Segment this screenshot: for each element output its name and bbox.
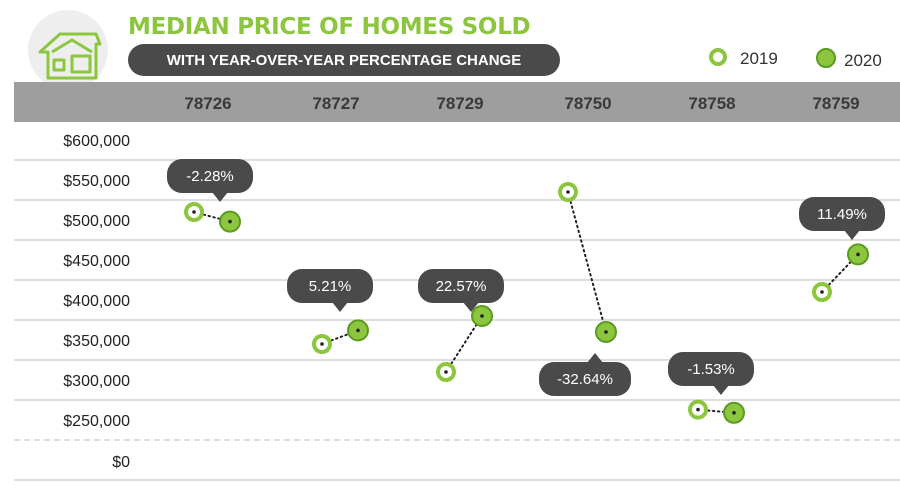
house-icon bbox=[28, 10, 108, 90]
y-axis-ticks: $0 $250,000 $300,000 $350,000 $400,000 $450,0… bbox=[63, 133, 130, 471]
point-2020-dot bbox=[356, 328, 360, 333]
point-2020-dot bbox=[856, 252, 860, 257]
point-2020-dot bbox=[228, 219, 232, 224]
pct-change-label: 11.49% bbox=[817, 206, 867, 223]
chart-subtitle: WITH YEAR-OVER-YEAR PERCENTAGE CHANGE bbox=[167, 52, 521, 69]
pct-callout-pointer bbox=[332, 302, 348, 312]
pct-callout-pointer bbox=[587, 353, 603, 363]
pct-callout-bubble bbox=[539, 362, 631, 396]
legend: 2019 2020 bbox=[709, 48, 882, 70]
legend-label-2020: 2020 bbox=[844, 51, 882, 70]
pct-callout-bubble bbox=[799, 197, 885, 231]
change-connector bbox=[821, 253, 859, 293]
point-2019-dot bbox=[192, 210, 196, 214]
y-tick-label: $600,000 bbox=[63, 133, 130, 150]
zip-label: 78727 bbox=[312, 94, 359, 113]
zip-label: 78759 bbox=[812, 94, 859, 113]
pct-change-label: -1.53% bbox=[687, 361, 735, 378]
y-tick-label: $450,000 bbox=[63, 253, 130, 270]
chart-title: MEDIAN PRICE OF HOMES SOLD bbox=[128, 14, 530, 40]
zip-labels: 78726 78727 78729 78750 78758 78759 bbox=[184, 94, 859, 113]
pct-change-label: -32.64% bbox=[557, 371, 613, 388]
pct-change-label: 5.21% bbox=[309, 278, 352, 295]
point-2019-dot bbox=[820, 290, 824, 294]
pct-change-label: 22.57% bbox=[436, 278, 487, 295]
pct-callout-pointer bbox=[212, 192, 228, 202]
pct-callouts: -2.28% 5.21% 22.57% -32.64% -1.53% 11.49% bbox=[167, 159, 885, 396]
change-connector bbox=[567, 191, 607, 333]
legend-marker-2019 bbox=[709, 48, 727, 66]
subtitle-pill bbox=[128, 44, 560, 76]
pct-callout-pointer bbox=[463, 302, 479, 312]
grid-layer bbox=[14, 159, 900, 481]
zip-label: 78750 bbox=[564, 94, 611, 113]
zip-header-band bbox=[14, 82, 900, 122]
y-tick-label: $0 bbox=[112, 454, 130, 471]
point-2020-dot bbox=[604, 330, 608, 334]
point-2019-dot bbox=[444, 370, 448, 374]
pct-callout-bubble bbox=[668, 352, 754, 386]
y-tick-label: $500,000 bbox=[63, 213, 130, 230]
point-2020-dot bbox=[732, 411, 736, 415]
pct-callout-bubble bbox=[167, 159, 253, 193]
y-tick-label: $350,000 bbox=[63, 333, 130, 350]
zip-label: 78729 bbox=[436, 94, 483, 113]
pct-change-label: -2.28% bbox=[186, 168, 234, 185]
connectors bbox=[193, 191, 859, 414]
data-points bbox=[184, 182, 869, 424]
point-2019-dot bbox=[696, 407, 700, 412]
point-2019-dot bbox=[566, 190, 570, 194]
y-tick-label: $400,000 bbox=[63, 293, 130, 310]
y-tick-label: $550,000 bbox=[63, 173, 130, 190]
pct-callout-bubble bbox=[287, 269, 373, 303]
change-connector bbox=[445, 315, 483, 373]
pct-callout-pointer bbox=[844, 230, 860, 240]
legend-marker-2020 bbox=[816, 48, 836, 68]
point-2019-dot bbox=[320, 342, 324, 346]
y-tick-label: $300,000 bbox=[63, 373, 130, 390]
pct-callout-pointer bbox=[713, 385, 729, 395]
legend-label-2019: 2019 bbox=[740, 49, 778, 68]
zip-label: 78726 bbox=[184, 94, 231, 113]
pct-callout-bubble bbox=[418, 269, 504, 303]
zip-label: 78758 bbox=[688, 94, 735, 113]
y-tick-label: $250,000 bbox=[63, 413, 130, 430]
point-2020-dot bbox=[480, 314, 484, 318]
